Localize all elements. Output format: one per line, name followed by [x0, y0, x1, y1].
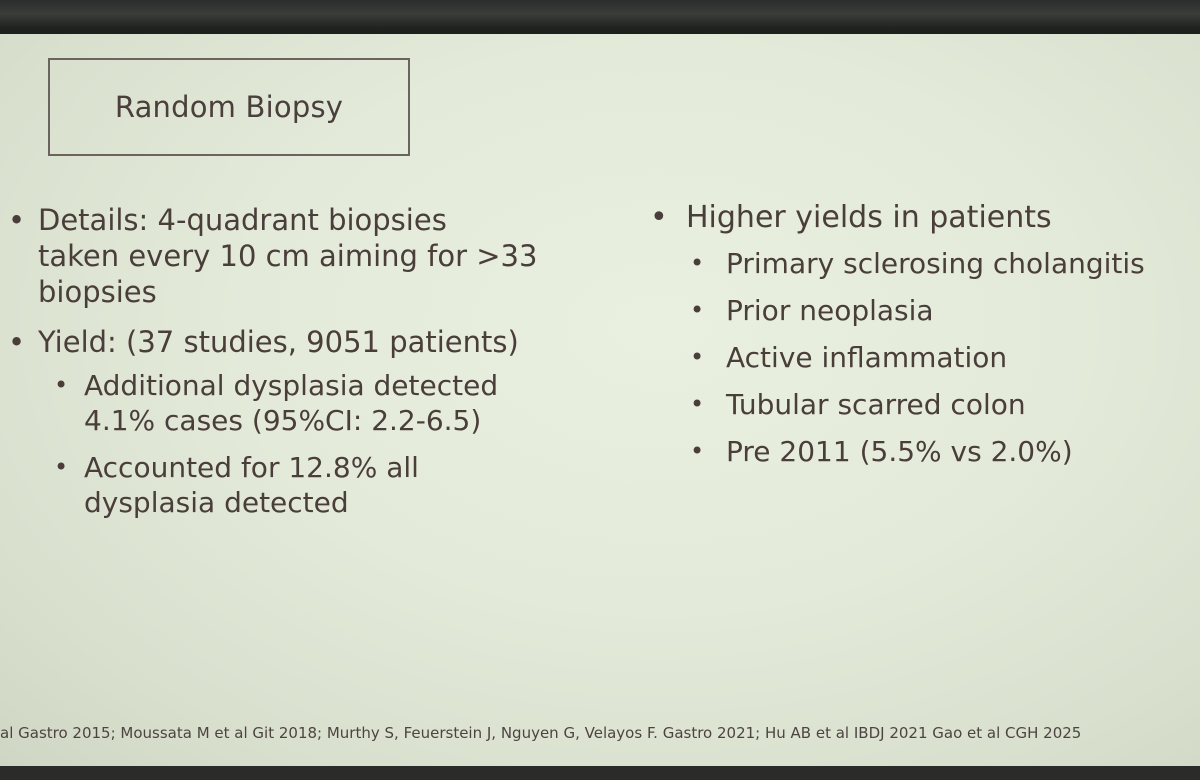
bullet-line: Additional dysplasia detected	[84, 369, 499, 402]
bullet-yield: Yield: (37 studies, 9051 patients)	[6, 324, 606, 360]
bullet-line: Tubular scarred colon	[726, 388, 1026, 421]
bullet-line: 4.1% cases (95%CI: 2.2-6.5)	[84, 404, 482, 437]
sub-bullet-accounted: Accounted for 12.8% all dysplasia detect…	[52, 450, 606, 520]
bullet-line: Prior neoplasia	[726, 294, 934, 327]
bullet-line: taken every 10 cm aiming for >33	[38, 239, 538, 273]
bullet-line: Yield: (37 studies, 9051 patients)	[38, 325, 519, 359]
bullet-line: Details: 4-quadrant biopsies	[38, 203, 447, 237]
bullet-higher-yields: Higher yields in patients	[648, 200, 1200, 236]
left-bullet-list: Details: 4-quadrant biopsies taken every…	[6, 202, 606, 532]
bullet-details: Details: 4-quadrant biopsies taken every…	[6, 202, 606, 310]
bullet-line: Active inflammation	[726, 341, 1008, 374]
bullet-line: Higher yields in patients	[686, 200, 1052, 235]
sub-bullet-pre-2011: Pre 2011 (5.5% vs 2.0%)	[688, 434, 1200, 469]
bullet-line: biopsies	[38, 275, 157, 309]
sub-bullet-psc: Primary sclerosing cholangitis	[688, 246, 1200, 281]
bullet-line: Pre 2011 (5.5% vs 2.0%)	[726, 435, 1073, 468]
slide-title: Random Biopsy	[114, 90, 344, 124]
bullet-line: Primary sclerosing cholangitis	[726, 247, 1145, 280]
sub-bullet-prior-neoplasia: Prior neoplasia	[688, 293, 1200, 328]
bullet-line: dysplasia detected	[84, 486, 349, 519]
bullet-line: Accounted for 12.8% all	[84, 451, 419, 484]
slide-title-box: Random Biopsy	[48, 58, 410, 156]
sub-bullet-active-inflammation: Active inflammation	[688, 340, 1200, 375]
sub-bullet-tubular-colon: Tubular scarred colon	[688, 387, 1200, 422]
presentation-slide: Random Biopsy Details: 4-quadrant biopsi…	[0, 34, 1200, 766]
bottom-edge	[0, 766, 1200, 780]
references-footer: al Gastro 2015; Moussata M et al Git 201…	[0, 724, 1082, 742]
sub-bullet-additional-dysplasia: Additional dysplasia detected 4.1% cases…	[52, 368, 606, 438]
right-bullet-list: Higher yields in patients Primary sclero…	[648, 200, 1200, 481]
